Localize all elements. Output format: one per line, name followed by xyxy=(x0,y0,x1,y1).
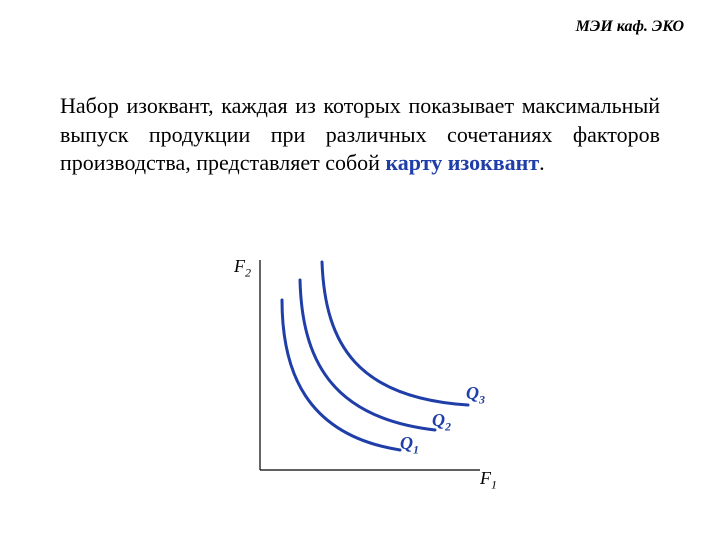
header-text: МЭИ каф. ЭКО xyxy=(576,18,684,36)
isoquant-curve-Q1 xyxy=(282,300,400,450)
axes-group xyxy=(260,260,480,470)
paragraph-pre: Набор изоквант, каждая из которых показы… xyxy=(60,93,660,175)
isoquant-curve-Q3 xyxy=(322,262,468,405)
curve-label-sub: 3 xyxy=(479,393,485,407)
curve-label-sub: 1 xyxy=(413,443,419,457)
curve-label-base: Q xyxy=(466,383,479,403)
paragraph-highlight: карту изоквант xyxy=(385,150,539,175)
y-axis-label-base: F xyxy=(234,256,245,276)
x-axis-label: F1 xyxy=(480,468,497,493)
isoquant-curve-Q2 xyxy=(300,280,435,430)
y-axis-label-sub: 2 xyxy=(245,266,251,280)
curve-label-base: Q xyxy=(432,410,445,430)
body-paragraph: Набор изоквант, каждая из которых показы… xyxy=(60,92,660,178)
curve-label-sub: 2 xyxy=(445,420,451,434)
y-axis-label: F2 xyxy=(234,256,251,281)
curve-label-base: Q xyxy=(400,433,413,453)
x-axis-label-sub: 1 xyxy=(491,478,497,492)
curve-label-Q3: Q3 xyxy=(466,383,485,408)
curve-label-Q1: Q1 xyxy=(400,433,419,458)
isoquant-chart: F2 F1 Q1Q2Q3 xyxy=(210,250,510,500)
paragraph-post: . xyxy=(539,150,545,175)
x-axis-label-base: F xyxy=(480,468,491,488)
chart-svg xyxy=(210,250,510,500)
curve-label-Q2: Q2 xyxy=(432,410,451,435)
